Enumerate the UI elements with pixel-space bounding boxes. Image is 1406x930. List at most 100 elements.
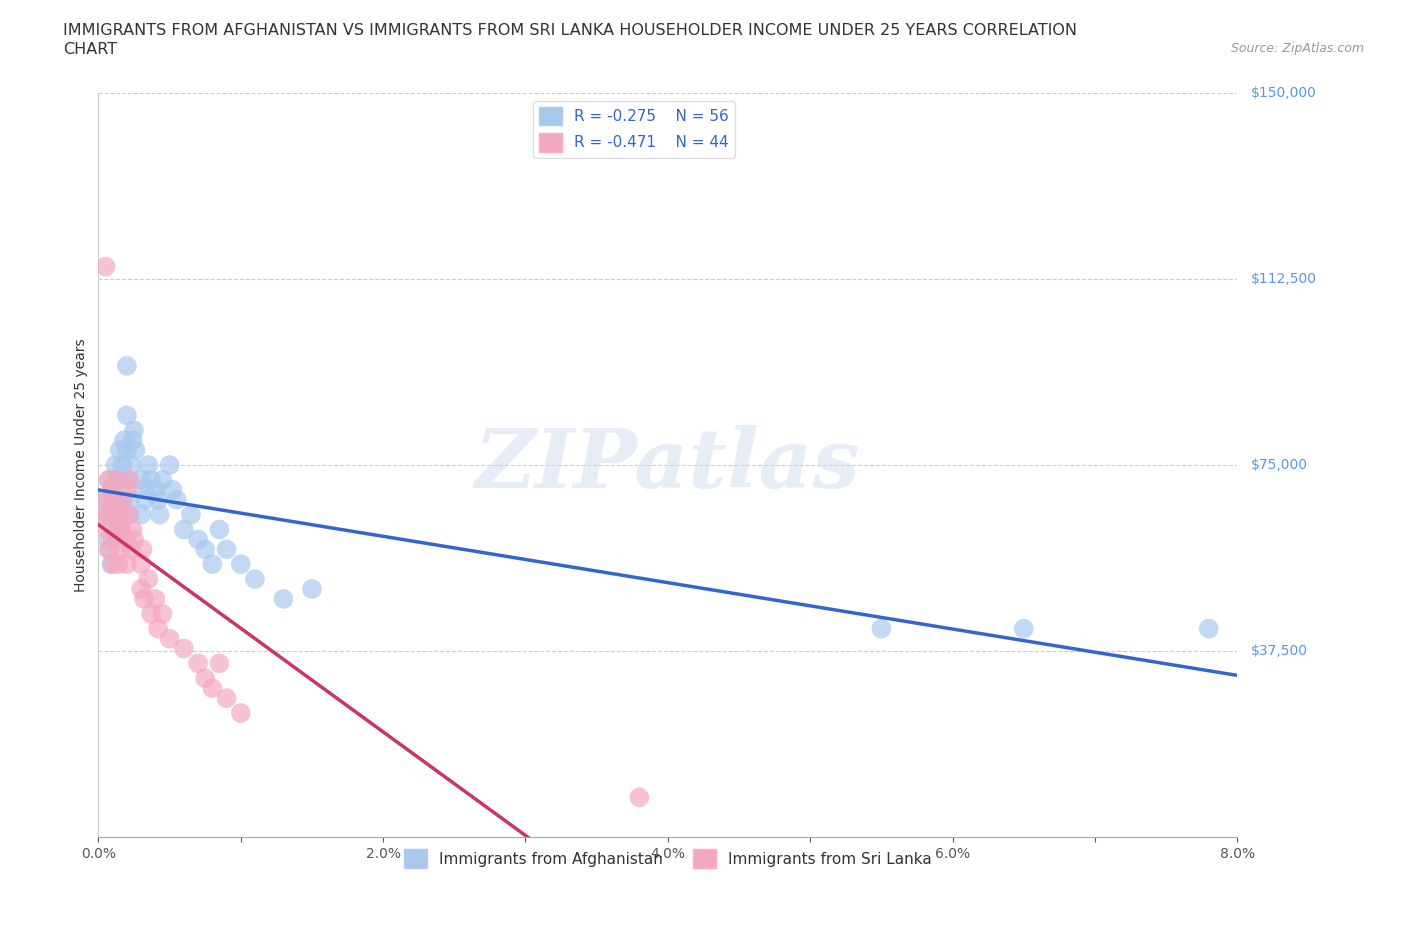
Point xyxy=(108,522,131,537)
Point xyxy=(93,507,115,522)
Point xyxy=(118,492,141,507)
Point xyxy=(131,542,153,557)
Point xyxy=(101,532,124,547)
Point xyxy=(194,671,217,685)
Point xyxy=(149,507,172,522)
Point xyxy=(110,472,132,487)
Point xyxy=(152,472,174,487)
Point xyxy=(139,472,162,487)
Text: IMMIGRANTS FROM AFGHANISTAN VS IMMIGRANTS FROM SRI LANKA HOUSEHOLDER INCOME UNDE: IMMIGRANTS FROM AFGHANISTAN VS IMMIGRANT… xyxy=(63,23,1077,38)
Point xyxy=(97,542,120,557)
Point xyxy=(94,492,117,507)
Point xyxy=(145,591,167,606)
Point xyxy=(120,542,142,557)
Point xyxy=(98,507,121,522)
Point xyxy=(118,472,141,487)
Point xyxy=(129,581,152,596)
Point xyxy=(115,443,138,458)
Point xyxy=(101,483,124,498)
Text: $37,500: $37,500 xyxy=(1251,644,1308,658)
Point xyxy=(114,532,136,547)
Point xyxy=(187,532,209,547)
Text: $75,000: $75,000 xyxy=(1251,458,1308,472)
Point xyxy=(136,572,159,587)
Point xyxy=(115,483,138,498)
Point xyxy=(870,621,893,636)
Point xyxy=(103,492,125,507)
Point xyxy=(108,443,131,458)
Point xyxy=(173,641,195,656)
Point xyxy=(115,557,138,572)
Point xyxy=(243,572,266,587)
Point xyxy=(117,507,139,522)
Point xyxy=(1198,621,1220,636)
Point xyxy=(129,507,152,522)
Point xyxy=(101,517,124,532)
Point xyxy=(107,522,129,537)
Point xyxy=(139,606,162,621)
Point xyxy=(101,557,124,572)
Point xyxy=(111,458,134,472)
Point xyxy=(159,631,181,646)
Text: $112,500: $112,500 xyxy=(1251,272,1317,286)
Point xyxy=(103,492,125,507)
Point xyxy=(215,542,238,557)
Point xyxy=(94,492,117,507)
Point xyxy=(159,458,181,472)
Point xyxy=(104,458,127,472)
Point xyxy=(94,259,117,274)
Point xyxy=(132,591,155,606)
Point xyxy=(97,472,120,487)
Point xyxy=(96,507,118,522)
Point xyxy=(273,591,295,606)
Point xyxy=(112,507,135,522)
Point xyxy=(111,492,134,507)
Point xyxy=(98,472,121,487)
Point xyxy=(301,581,323,596)
Point xyxy=(208,656,231,671)
Point xyxy=(105,472,128,487)
Point xyxy=(129,472,152,487)
Point xyxy=(173,522,195,537)
Point xyxy=(208,522,231,537)
Point xyxy=(112,432,135,447)
Point xyxy=(98,542,121,557)
Point xyxy=(229,706,252,721)
Point xyxy=(121,522,143,537)
Point xyxy=(187,656,209,671)
Point xyxy=(105,507,128,522)
Text: $150,000: $150,000 xyxy=(1251,86,1317,100)
Point xyxy=(117,472,139,487)
Point xyxy=(180,507,202,522)
Point xyxy=(194,542,217,557)
Legend: Immigrants from Afghanistan, Immigrants from Sri Lanka: Immigrants from Afghanistan, Immigrants … xyxy=(398,844,938,874)
Point xyxy=(145,483,167,498)
Point xyxy=(162,483,184,498)
Point xyxy=(628,790,651,804)
Point xyxy=(1012,621,1035,636)
Point xyxy=(201,681,224,696)
Point xyxy=(136,458,159,472)
Point xyxy=(100,483,122,498)
Point xyxy=(104,472,127,487)
Point xyxy=(108,542,131,557)
Point xyxy=(134,492,156,507)
Point xyxy=(229,557,252,572)
Point xyxy=(107,557,129,572)
Point xyxy=(115,408,138,423)
Point xyxy=(107,507,129,522)
Point xyxy=(122,423,145,438)
Point xyxy=(122,532,145,547)
Point xyxy=(97,532,120,547)
Point xyxy=(124,443,146,458)
Point xyxy=(100,557,122,572)
Point xyxy=(129,557,152,572)
Point xyxy=(132,483,155,498)
Point xyxy=(110,492,132,507)
Point xyxy=(148,492,170,507)
Point xyxy=(121,432,143,447)
Text: Source: ZipAtlas.com: Source: ZipAtlas.com xyxy=(1230,42,1364,55)
Text: ZIPatlas: ZIPatlas xyxy=(475,425,860,505)
Point xyxy=(115,358,138,373)
Point xyxy=(107,492,129,507)
